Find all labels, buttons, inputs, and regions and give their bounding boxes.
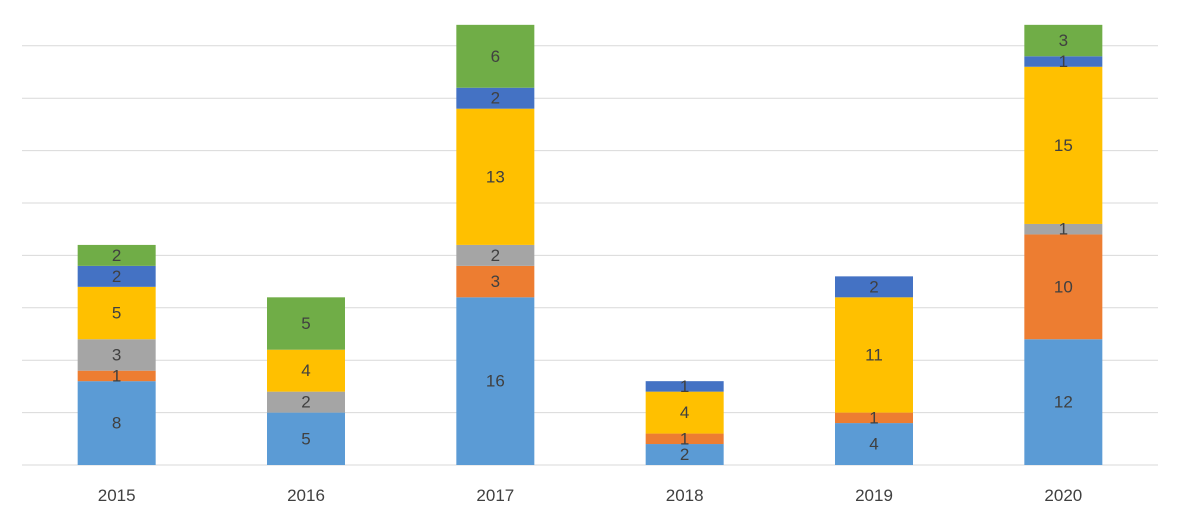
data-label: 2 bbox=[680, 445, 689, 464]
bar-segment bbox=[456, 297, 535, 465]
data-label: 1 bbox=[869, 408, 878, 427]
data-label: 2 bbox=[491, 246, 500, 265]
data-label: 2 bbox=[869, 277, 878, 296]
bar-segment bbox=[267, 349, 345, 392]
bar-segment bbox=[835, 297, 913, 413]
data-label: 4 bbox=[869, 435, 878, 454]
data-label: 2 bbox=[112, 246, 121, 265]
data-label: 3 bbox=[491, 272, 500, 291]
data-label: 1 bbox=[680, 429, 689, 448]
bar-segment bbox=[835, 412, 913, 424]
bar-segment bbox=[1024, 234, 1103, 340]
data-label: 4 bbox=[301, 361, 310, 380]
bars bbox=[77, 24, 1103, 465]
data-label: 16 bbox=[486, 372, 505, 391]
bar-segment bbox=[1024, 66, 1103, 224]
data-label: 3 bbox=[112, 345, 121, 364]
bar-segment bbox=[77, 265, 156, 287]
data-label: 1 bbox=[680, 377, 689, 396]
bar-segment bbox=[1024, 339, 1103, 465]
data-label: 1 bbox=[112, 366, 121, 385]
data-label: 1 bbox=[1059, 52, 1068, 71]
bar-segment bbox=[456, 244, 535, 266]
x-tick-label: 2015 bbox=[98, 486, 136, 505]
x-axis-tick-labels: 2015 2016 2017 2018 2019 2020 bbox=[98, 486, 1082, 505]
data-label: 13 bbox=[486, 167, 505, 186]
bar-segment bbox=[267, 297, 345, 350]
data-label: 5 bbox=[301, 314, 310, 333]
bar-segment bbox=[267, 391, 345, 413]
data-label: 5 bbox=[301, 429, 310, 448]
data-label: 6 bbox=[491, 47, 500, 66]
data-label: 3 bbox=[1059, 31, 1068, 50]
data-label: 5 bbox=[112, 304, 121, 323]
bar-segment bbox=[456, 87, 535, 109]
data-label: 12 bbox=[1054, 393, 1073, 412]
data-label: 10 bbox=[1054, 277, 1073, 296]
bar-segment bbox=[456, 108, 535, 245]
bar-segment bbox=[1024, 56, 1103, 67]
bar-segment bbox=[267, 412, 345, 465]
bar-segment bbox=[645, 444, 724, 465]
bar-segment bbox=[645, 433, 724, 445]
data-label: 2 bbox=[491, 89, 500, 108]
data-label: 1 bbox=[1059, 220, 1068, 239]
gridlines bbox=[22, 45, 1158, 466]
bar-segment bbox=[835, 276, 913, 298]
bar-segment bbox=[645, 391, 724, 434]
x-tick-label: 2016 bbox=[287, 486, 325, 505]
data-label: 11 bbox=[865, 345, 883, 364]
x-tick-label: 2017 bbox=[476, 486, 514, 505]
x-tick-label: 2019 bbox=[855, 486, 893, 505]
data-label: 2 bbox=[112, 267, 121, 286]
bar-segment bbox=[77, 381, 156, 465]
data-label: 2 bbox=[301, 393, 310, 412]
bar-segment bbox=[77, 286, 156, 340]
bar-segment bbox=[1024, 223, 1103, 235]
bar-segment bbox=[77, 339, 156, 371]
data-label: 15 bbox=[1054, 136, 1073, 155]
data-label: 4 bbox=[680, 403, 689, 422]
bar-segment bbox=[835, 423, 913, 465]
bar-segment bbox=[77, 370, 156, 382]
bar-segment bbox=[645, 381, 724, 392]
bar-segment bbox=[77, 244, 156, 266]
bar-segment bbox=[456, 265, 535, 298]
bar-segment bbox=[1024, 24, 1103, 57]
data-label: 8 bbox=[112, 414, 121, 433]
x-tick-label: 2020 bbox=[1044, 486, 1082, 505]
bar-segment bbox=[456, 24, 535, 88]
x-tick-label: 2018 bbox=[666, 486, 704, 505]
